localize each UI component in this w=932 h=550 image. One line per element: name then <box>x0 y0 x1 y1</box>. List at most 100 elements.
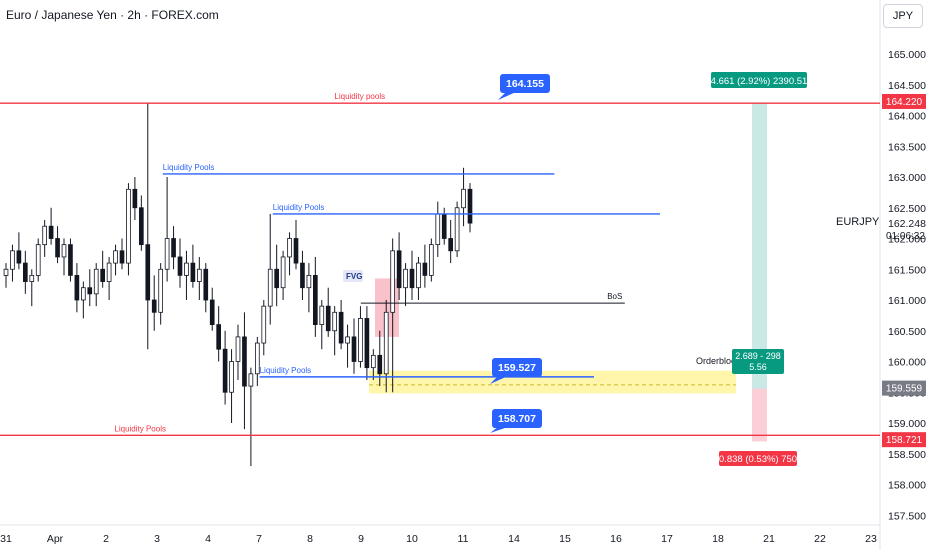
price-axis-tag-text: 158.721 <box>886 435 923 446</box>
candle-body <box>216 324 222 350</box>
x-tick-label: 16 <box>610 533 622 545</box>
candle-body <box>10 250 15 270</box>
price-axis[interactable]: 165.000 164.500 164.000 163.500 163.000 162.5… <box>882 49 926 522</box>
x-tick-label: 11 <box>458 533 469 545</box>
candle-body <box>409 268 415 289</box>
stop-tag-text: 0.838 (0.53%) 750 <box>719 454 797 465</box>
candle-body <box>351 336 357 362</box>
y-tick-label: 164.000 <box>888 111 926 123</box>
candle-body <box>300 262 305 289</box>
candle-body <box>171 238 176 258</box>
candle-body <box>248 373 254 387</box>
candle-body <box>106 262 112 282</box>
price-axis-tag-text: 159.559 <box>886 384 923 395</box>
candle-body <box>229 361 234 393</box>
level-line-label: Liquidity Pools <box>163 163 215 172</box>
candle-body <box>158 268 164 313</box>
price-axis-tag-bg <box>882 93 926 109</box>
candle-body <box>441 213 447 239</box>
callout-pointer <box>498 92 516 100</box>
candle-body <box>61 244 67 258</box>
candle-body <box>164 238 170 270</box>
current-price-text: 162.248 <box>888 218 926 230</box>
candle-body <box>454 207 460 252</box>
level-line-label: Liquidity Pools <box>273 203 325 212</box>
price-axis-tag: 158.721 <box>882 432 926 448</box>
candle-body <box>416 262 421 289</box>
callout-pointer <box>490 376 508 384</box>
orderblock-label: Orderblock <box>696 356 741 366</box>
time-axis[interactable]: 31 Apr 2 3 4 7 8 9 10 11 14 15 16 17 18 21 22 23 <box>0 533 877 545</box>
symbol-name: EURJPY <box>836 216 880 228</box>
candle-body <box>370 354 376 369</box>
candle-body <box>68 244 73 276</box>
y-tick-label: 160.000 <box>888 357 926 369</box>
currency-button[interactable]: JPY <box>883 4 923 28</box>
candle-body <box>29 274 35 282</box>
fvg-label-bg <box>343 270 363 282</box>
candle-body <box>190 262 196 282</box>
fvg-label: FVG <box>343 270 363 282</box>
x-tick-label: 21 <box>763 533 775 545</box>
candle-body <box>113 250 118 264</box>
callout-pointer <box>490 427 508 433</box>
price-axis-tag-bg <box>882 380 926 396</box>
x-tick-label: 18 <box>712 533 724 545</box>
target-tag-text: 4.661 (2.92%) 2390.51 <box>711 76 808 87</box>
candle-body <box>461 188 466 209</box>
x-tick-label: 2 <box>103 533 109 545</box>
price-callout: 159.527 <box>490 358 542 384</box>
callout-box <box>500 74 550 93</box>
annotation-lines: Liquidity pools Liquidity Pools Liquidity … <box>0 92 880 436</box>
level-line-label: BoS <box>607 292 622 301</box>
orderblock-zone <box>369 370 736 394</box>
candle-body <box>22 262 28 282</box>
candle-body <box>467 188 473 224</box>
x-tick-label: 3 <box>154 533 160 545</box>
y-tick-label: 157.500 <box>888 510 926 522</box>
candle-body <box>274 268 280 289</box>
x-tick-label: 22 <box>814 533 826 545</box>
candle-body <box>396 250 402 289</box>
candle-body <box>435 213 441 246</box>
y-tick-label: 163.000 <box>888 172 926 184</box>
candle-body <box>177 256 183 276</box>
y-tick-label: 158.500 <box>888 449 926 461</box>
y-tick-label: 161.000 <box>888 295 926 307</box>
candle-body <box>267 268 273 307</box>
candle-body <box>87 287 93 295</box>
candle-body <box>383 311 389 375</box>
candle-body <box>345 336 350 344</box>
x-tick-label: Apr <box>47 533 64 545</box>
candle-body <box>209 299 215 326</box>
stop-zone <box>752 388 767 442</box>
candle-body <box>319 305 325 325</box>
price-callout: 164.155 <box>498 74 550 100</box>
candle-body <box>184 262 189 276</box>
target-tag: 4.661 (2.92%) 2390.51 <box>711 72 808 88</box>
y-tick-label: 163.500 <box>888 141 926 153</box>
candlestick-series <box>3 103 473 467</box>
candle-body <box>42 225 48 246</box>
x-tick-label: 7 <box>256 533 262 545</box>
y-tick-label: 164.500 <box>888 80 926 92</box>
candle-body <box>3 268 9 276</box>
y-tick-label: 159.000 <box>888 418 926 430</box>
candle-body <box>254 342 260 375</box>
y-tick-label: 161.500 <box>888 264 926 276</box>
candle-body <box>74 274 80 301</box>
callout-text: 158.707 <box>498 413 536 425</box>
stop-tag-bg <box>719 451 797 466</box>
candle-body <box>358 318 363 362</box>
candle-body <box>312 274 318 325</box>
x-tick-label: 17 <box>661 533 673 545</box>
candle-body <box>196 268 202 282</box>
position-tag-text: 2.689 - 298 <box>735 351 781 361</box>
candle-body <box>145 244 151 301</box>
x-tick-label: 23 <box>865 533 877 545</box>
fvg-label-text: FVG <box>346 272 362 281</box>
candle-body <box>222 348 228 393</box>
callout-text: 164.155 <box>506 78 544 90</box>
